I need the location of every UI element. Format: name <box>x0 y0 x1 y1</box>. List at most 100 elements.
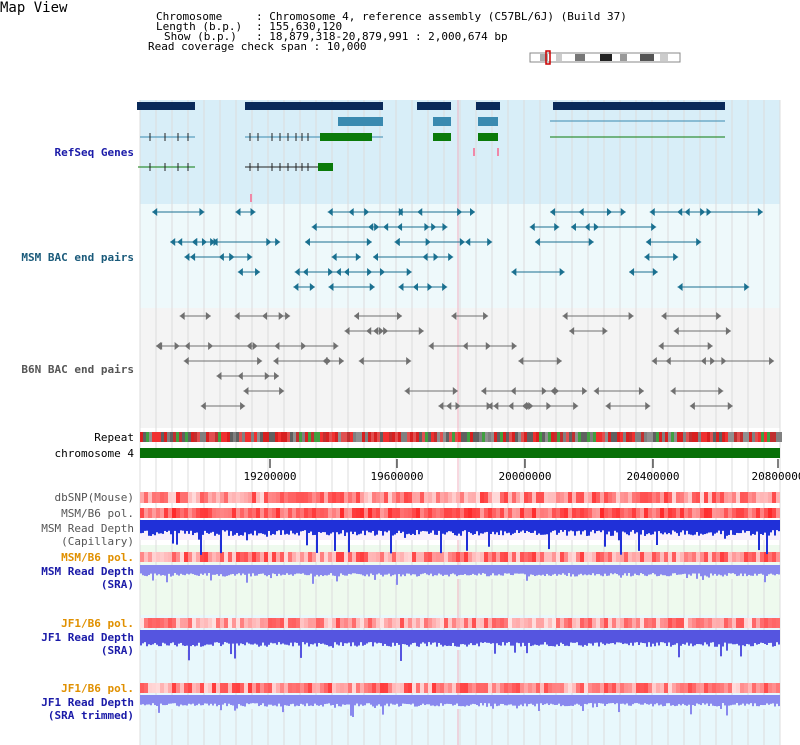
msm-depth-sra-bar <box>656 565 658 577</box>
jf1-depth-sra-bar <box>522 630 524 643</box>
jf1-depth-sra-bar <box>468 630 470 645</box>
dbsnp-strip <box>540 492 544 503</box>
dbsnp-strip <box>364 492 368 503</box>
msm-depth-sra-bar <box>634 565 636 574</box>
msm-b6-pol-sra-strip <box>520 552 524 562</box>
repeat-segment <box>713 432 716 442</box>
b6n-bac-pair <box>725 327 731 335</box>
msm-b6-pol-sra-strip <box>512 552 516 562</box>
msm-b6-pol-sra-strip <box>592 552 596 562</box>
msm-depth-sra-bar <box>450 565 452 575</box>
jf1-depth-trim-bar <box>636 695 638 704</box>
msm-depth-capillary-bar <box>192 520 194 536</box>
repeat-segment <box>710 432 713 442</box>
jf1-b6-pol-strip <box>664 618 668 628</box>
jf1-depth-trim-bar <box>488 695 490 704</box>
dbsnp-strip <box>368 492 372 503</box>
jf1-b6-pol-trim-strip <box>668 683 672 693</box>
msm-depth-sra-bar <box>214 565 216 575</box>
track-label-msm-bac[interactable]: MSM BAC end pairs <box>21 251 134 264</box>
msm-bac-pair <box>706 208 712 216</box>
jf1-b6-pol-trim-strip <box>340 683 344 693</box>
msm-depth-capillary-bar <box>686 520 688 531</box>
jf1-b6-pol-strip <box>544 618 548 628</box>
jf1-depth-trim-bar <box>538 695 540 711</box>
dbsnp-strip <box>288 492 292 503</box>
b6n-bac-pair <box>155 342 161 350</box>
msm-depth-capillary-bar <box>496 520 498 533</box>
msm-depth-capillary-bar <box>606 520 608 535</box>
msm-b6-pol-strip <box>352 508 356 518</box>
msm-b6-pol-strip <box>540 508 544 518</box>
msm-b6-pol-strip <box>288 508 292 518</box>
msm-depth-sra-bar <box>748 565 750 575</box>
msm-b6-pol-strip <box>268 508 272 518</box>
jf1-depth-trim-bar <box>456 695 458 704</box>
jf1-depth-trim-bar <box>766 695 768 704</box>
msm-depth-sra-bar <box>590 565 592 576</box>
msm-depth-sra-bar <box>418 565 420 577</box>
msm-b6-pol-sra-strip <box>212 552 216 562</box>
jf1-b6-pol-strip <box>296 618 300 628</box>
msm-depth-sra-bar <box>484 565 486 574</box>
repeat-segment <box>410 432 413 442</box>
msm-b6-pol-sra-strip <box>300 552 304 562</box>
repeat-segment <box>200 432 203 442</box>
msm-depth-capillary-bar <box>638 520 640 551</box>
msm-b6-pol-sra-strip <box>280 552 284 562</box>
msm-b6-pol-sra-strip <box>400 552 404 562</box>
msm-depth-sra-bar <box>522 565 524 574</box>
b6n-bac-pair <box>661 312 667 320</box>
jf1-b6-pol-strip <box>592 618 596 628</box>
jf1-depth-sra-bar <box>214 630 216 643</box>
jf1-depth-trim-bar <box>586 695 588 705</box>
msm-b6-pol-strip <box>532 508 536 518</box>
msm-b6-pol-sra-strip <box>240 552 244 562</box>
jf1-depth-sra-bar <box>628 630 630 646</box>
jf1-b6-pol-trim-strip <box>648 683 652 693</box>
msm-depth-sra-bar <box>458 565 460 576</box>
jf1-b6-pol-trim-strip <box>628 683 632 693</box>
msm-depth-sra-bar <box>574 565 576 577</box>
jf1-depth-sra-bar <box>660 630 662 643</box>
jf1-depth-sra-bar <box>538 630 540 646</box>
jf1-b6-pol-strip <box>564 618 568 628</box>
jf1-depth-sra-bar <box>392 630 394 643</box>
track-label-b6n-bac[interactable]: B6N BAC end pairs <box>21 363 134 376</box>
jf1-depth-sra-bar <box>220 630 222 647</box>
jf1-b6-pol-trim-strip <box>212 683 216 693</box>
jf1-depth-sra-bar <box>640 630 642 643</box>
jf1-b6-pol-strip <box>344 618 348 628</box>
jf1-depth-trim-bar <box>606 695 608 705</box>
msm-bac-pair <box>190 253 196 261</box>
track-label-refseq[interactable]: RefSeq Genes <box>54 146 134 159</box>
msm-depth-sra-bar <box>608 565 610 576</box>
repeat-segment <box>371 432 374 442</box>
jf1-b6-pol-strip <box>484 618 488 628</box>
msm-b6-pol-sra-strip <box>492 552 496 562</box>
jf1-depth-sra-bar <box>276 630 278 645</box>
jf1-depth-sra-bar <box>554 630 556 647</box>
msm-depth-sra-bar <box>510 565 512 575</box>
dbsnp-strip <box>720 492 724 503</box>
msm-depth-sra-bar <box>736 565 738 577</box>
msm-depth-capillary-bar <box>288 520 290 535</box>
jf1-depth-trim-bar <box>352 695 354 717</box>
jf1-depth-trim-bar <box>222 695 224 705</box>
msm-depth-sra-bar <box>752 565 754 576</box>
jf1-b6-pol-strip <box>516 618 520 628</box>
jf1-b6-pol-trim-strip <box>736 683 740 693</box>
dbsnp-strip <box>680 492 684 503</box>
msm-depth-capillary-bar <box>672 520 674 531</box>
msm-depth-capillary-bar <box>702 520 704 535</box>
jf1-depth-trim-bar <box>422 695 424 704</box>
msm-depth-sra-bar <box>174 565 176 574</box>
jf1-depth-trim-bar <box>368 695 370 704</box>
jf1-depth-trim-bar <box>598 695 600 704</box>
jf1-b6-pol-strip <box>184 618 188 628</box>
msm-depth-capillary-bar <box>738 520 740 534</box>
repeat-segment <box>773 432 776 442</box>
dbsnp-strip <box>620 492 624 503</box>
jf1-depth-sra-bar <box>598 630 600 647</box>
